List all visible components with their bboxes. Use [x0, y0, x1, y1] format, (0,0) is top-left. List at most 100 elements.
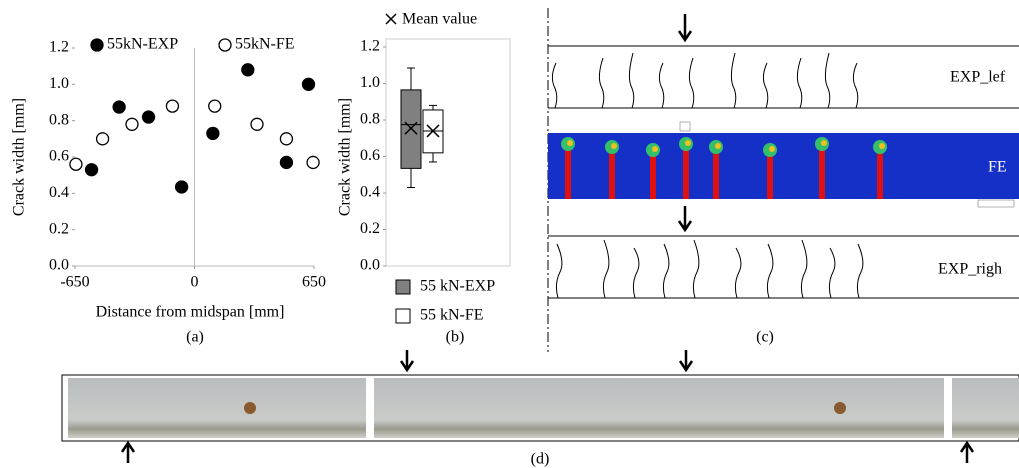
- y-tick-label: 0.6: [49, 148, 69, 165]
- fe-crack: [713, 147, 719, 199]
- y-tick-label: 0.2: [360, 220, 380, 237]
- y-tick-label: 1.2: [49, 39, 69, 56]
- crack: [632, 247, 640, 299]
- panel-label: EXP_righ: [938, 261, 1002, 278]
- mean-marker: [426, 124, 440, 138]
- mean-marker: [404, 121, 418, 135]
- legend-label: 55kN-FE: [235, 36, 295, 53]
- point: [84, 163, 99, 177]
- point: [301, 77, 316, 91]
- fe-mesh: [548, 133, 1019, 199]
- fe-crack-tip: [652, 146, 658, 152]
- fe-crack: [767, 150, 773, 199]
- arrow: [677, 206, 693, 233]
- photo-panel: [374, 378, 944, 438]
- y-tick-label: 0.4: [360, 184, 380, 201]
- panel-label: FE: [988, 159, 1007, 176]
- caption: (c): [756, 329, 774, 346]
- point: [174, 180, 189, 194]
- point: [208, 99, 222, 113]
- fe-crack-tip: [567, 140, 573, 146]
- fe-crack-tip: [685, 140, 691, 146]
- point: [95, 132, 110, 146]
- crack: [734, 247, 742, 299]
- point: [125, 117, 139, 131]
- bolt: [834, 402, 846, 414]
- panel-label: EXP_lef: [950, 69, 1006, 86]
- arrow: [959, 440, 975, 463]
- point: [165, 99, 180, 113]
- fe-crack: [683, 144, 689, 199]
- fe-crack: [819, 144, 825, 199]
- legend-label: 55kN-EXP: [107, 36, 178, 53]
- legend-marker: [90, 38, 104, 52]
- fe-crack-tip: [611, 143, 617, 149]
- point: [141, 110, 156, 124]
- point: [241, 63, 255, 77]
- crack: [555, 243, 563, 299]
- y-tick-label: 0.0: [49, 257, 69, 274]
- y-tick-label: 0.2: [49, 220, 69, 237]
- y-tick-label: 1.0: [360, 74, 380, 91]
- crack: [662, 243, 670, 299]
- arrow: [120, 440, 136, 463]
- crack: [730, 52, 737, 109]
- arrow: [399, 350, 415, 373]
- crack: [796, 57, 803, 109]
- crack: [658, 62, 665, 109]
- point: [206, 126, 220, 141]
- legend-marker: [395, 308, 411, 324]
- fe-crack-tip: [715, 143, 721, 149]
- arrow: [678, 350, 694, 373]
- y-tick-label: 0.8: [49, 111, 69, 128]
- y-tick-label: 0.6: [360, 147, 380, 164]
- point: [306, 155, 320, 170]
- support: [679, 121, 691, 132]
- caption: (b): [446, 329, 465, 346]
- x-tick-label: 650: [302, 274, 326, 291]
- crack: [598, 57, 605, 109]
- legend-label: 55 kN-FE: [420, 307, 484, 324]
- x-tick-label: -650: [60, 274, 89, 291]
- crack: [766, 243, 774, 299]
- plot-frame: [385, 38, 511, 267]
- x-tick-label: 0: [191, 274, 199, 291]
- point: [279, 132, 294, 146]
- fe-crack-tip: [769, 146, 775, 152]
- legend-label: Mean value: [402, 11, 477, 28]
- crack: [688, 57, 695, 109]
- diagram: EXP_lef FE EXP_righ (c): [547, 8, 1019, 352]
- point: [279, 155, 294, 170]
- legend-marker: [218, 38, 232, 52]
- crack: [824, 52, 831, 109]
- crack: [852, 62, 859, 109]
- fe-crack: [609, 147, 615, 199]
- cracks: [551, 52, 887, 299]
- photo-panel: [952, 378, 1019, 438]
- crack: [551, 62, 558, 109]
- y-axis-label: Crack width [mm]: [11, 98, 28, 216]
- crack: [692, 239, 700, 299]
- crack: [828, 247, 836, 299]
- y-tick-label: 1.0: [49, 75, 69, 92]
- arrow: [677, 14, 693, 43]
- y-tick-label: 1.2: [360, 38, 380, 55]
- caption: (d): [531, 451, 550, 468]
- crack: [856, 243, 864, 299]
- crack: [602, 239, 610, 299]
- support: [977, 199, 1015, 208]
- y-tick-label: 0.8: [360, 111, 380, 128]
- fe-crack: [565, 144, 571, 199]
- crack: [762, 62, 769, 109]
- fe-crack: [877, 147, 883, 199]
- x-axis-label: Distance from midspan [mm]: [96, 304, 285, 321]
- legend-marker: [395, 279, 411, 295]
- point: [112, 100, 126, 114]
- photo-panel: [68, 378, 366, 438]
- bolt: [244, 402, 256, 414]
- crack: [800, 239, 808, 299]
- point: [250, 117, 264, 131]
- crack: [628, 52, 635, 109]
- y-tick-label: 0.0: [360, 257, 380, 274]
